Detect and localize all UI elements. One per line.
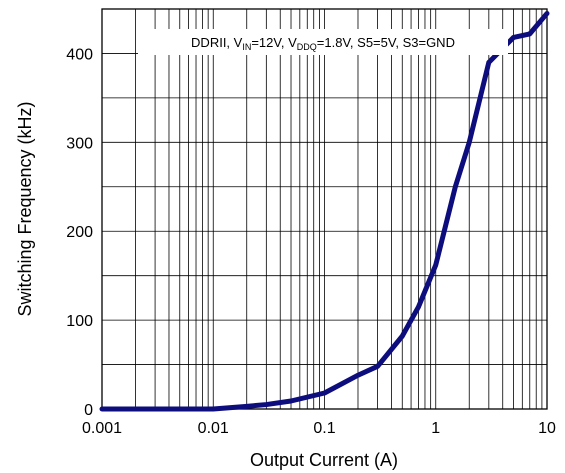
grid	[102, 9, 547, 409]
y-tick-label: 0	[84, 402, 93, 419]
plot-frame	[101, 8, 548, 410]
x-axis-label: Output Current (A)	[250, 450, 398, 470]
y-tick-label: 100	[66, 313, 93, 330]
x-tick-label: 0.01	[198, 420, 229, 437]
x-tick-label: 1	[431, 420, 440, 437]
y-axis-label: Switching Frequency (kHz)	[15, 101, 35, 316]
annotation-box	[138, 29, 508, 55]
x-tick-label: 0.1	[313, 420, 335, 437]
x-tick-label: 10	[538, 420, 556, 437]
annotation: DDRII, VIN=12V, VDDQ=1.8V, S5=5V, S3=GND	[191, 35, 455, 52]
y-tick-label: 400	[66, 46, 93, 63]
series-line	[99, 10, 550, 412]
x-tick-label: 0.001	[82, 420, 122, 437]
y-tick-label: 200	[66, 224, 93, 241]
y-tick-label: 300	[66, 135, 93, 152]
